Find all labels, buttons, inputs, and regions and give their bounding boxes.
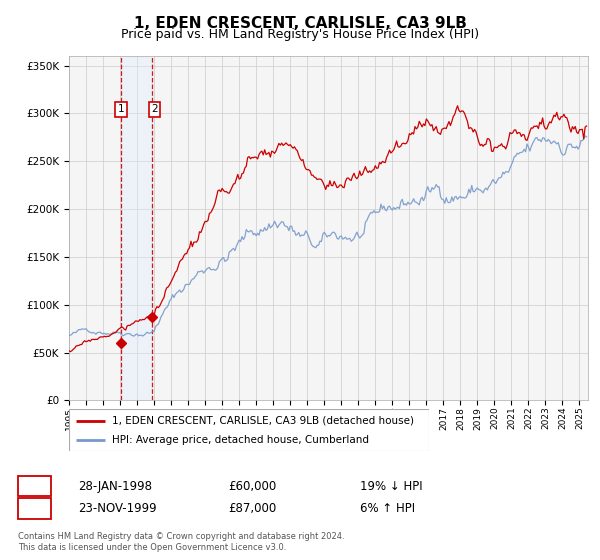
Text: 19% ↓ HPI: 19% ↓ HPI [360, 479, 422, 493]
Text: £87,000: £87,000 [228, 502, 276, 515]
Text: £60,000: £60,000 [228, 479, 276, 493]
Text: This data is licensed under the Open Government Licence v3.0.: This data is licensed under the Open Gov… [18, 543, 286, 552]
Text: HPI: Average price, detached house, Cumberland: HPI: Average price, detached house, Cumb… [112, 435, 369, 445]
Text: 23-NOV-1999: 23-NOV-1999 [78, 502, 157, 515]
Text: 1: 1 [118, 104, 125, 114]
FancyBboxPatch shape [69, 409, 429, 451]
Text: 1: 1 [31, 479, 38, 493]
Text: 6% ↑ HPI: 6% ↑ HPI [360, 502, 415, 515]
Text: 2: 2 [151, 104, 158, 114]
Bar [121, 56, 152, 400]
Text: 2: 2 [31, 502, 38, 515]
Text: Price paid vs. HM Land Registry's House Price Index (HPI): Price paid vs. HM Land Registry's House … [121, 28, 479, 41]
Text: Contains HM Land Registry data © Crown copyright and database right 2024.: Contains HM Land Registry data © Crown c… [18, 532, 344, 541]
Text: 1, EDEN CRESCENT, CARLISLE, CA3 9LB: 1, EDEN CRESCENT, CARLISLE, CA3 9LB [134, 16, 466, 31]
Text: 28-JAN-1998: 28-JAN-1998 [78, 479, 152, 493]
Text: 1, EDEN CRESCENT, CARLISLE, CA3 9LB (detached house): 1, EDEN CRESCENT, CARLISLE, CA3 9LB (det… [112, 416, 414, 426]
